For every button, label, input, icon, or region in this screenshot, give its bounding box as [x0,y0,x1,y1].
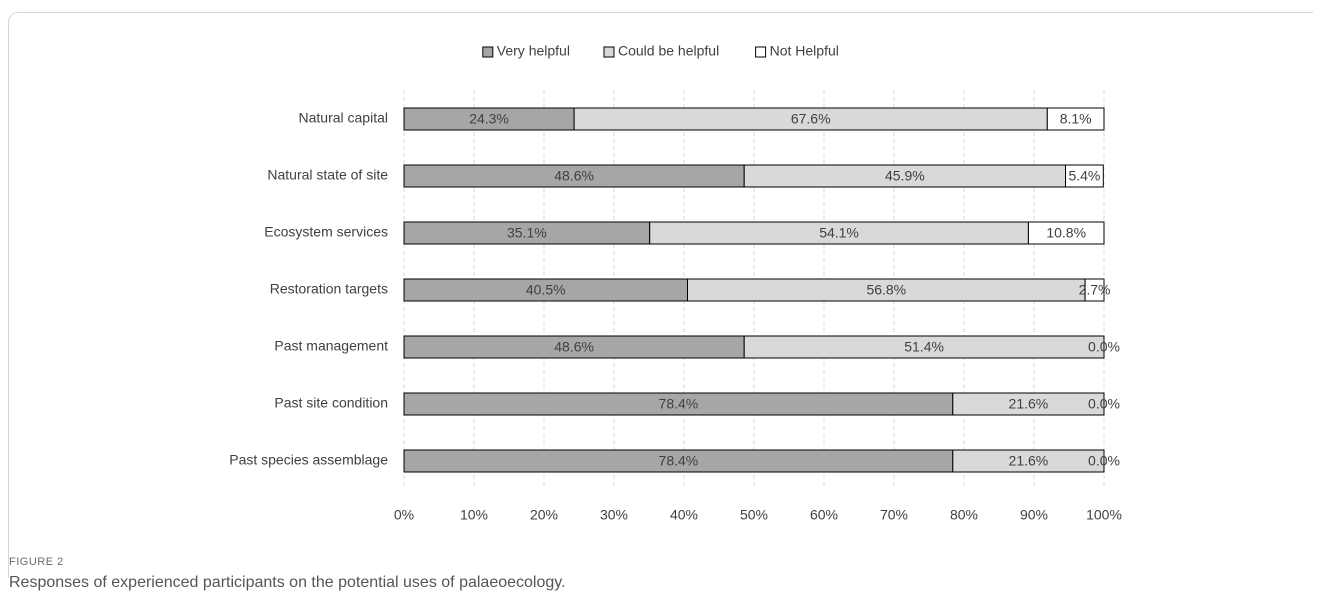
bar-segment [952,449,1105,473]
x-tick-label: 10% [460,507,488,523]
x-tick-label: 30% [600,507,628,523]
legend-swatch [603,46,615,58]
bar-segment [743,335,1105,359]
bar-segment [1046,107,1105,131]
legend-label: Not Helpful [770,43,839,59]
bar-data-label: 24.3% [469,111,509,127]
bar-data-label: 78.4% [659,396,699,412]
bar-data-label: 48.6% [554,339,594,355]
bar-data-label: 67.6% [791,111,831,127]
x-tick-label: 0% [394,507,414,523]
category-label: Restoration targets [270,281,388,297]
bar-data-label: 21.6% [1009,453,1049,469]
legend-label: Very helpful [497,43,570,59]
bar-segment [1084,278,1105,302]
x-axis-ticks: 0% 10% 20% 30% 40% 50% 60% 70% 80% 90% 100% [394,507,1122,523]
bar-data-label: 45.9% [885,168,925,184]
figure-frame [8,12,1313,578]
bar-data-label: 0.0% [1088,339,1120,355]
x-tick-label: 50% [740,507,768,523]
bar-data-label: 40.5% [526,282,566,298]
stacked-bar-chart: Very helpful Could be helpful Not Helpful … [229,43,1122,523]
figure-label: FIGURE 2 [9,556,64,568]
bar-data-label: 0.0% [1088,453,1120,469]
category-label: Past site condition [274,395,388,411]
x-tick-label: 20% [530,507,558,523]
bar-data-label: 56.8% [866,282,906,298]
bar-data-label: 5.4% [1068,168,1100,184]
legend-swatch [482,46,494,58]
chart-legend: Very helpful Could be helpful Not Helpful [482,43,839,59]
x-tick-label: 60% [810,507,838,523]
legend-label: Could be helpful [618,43,719,59]
bar-segment [952,392,1105,416]
bar-segment [1065,164,1104,188]
category-label: Natural capital [299,110,389,126]
bar-data-label: 48.6% [554,168,594,184]
category-labels: Natural capital Natural state of site Ecos… [229,110,388,468]
chart-bars: 24.3% 67.6% 8.1% 48.6% 45.9% 5.4% 35.1% 54.1% 10… [403,107,1120,473]
x-tick-label: 90% [1020,507,1048,523]
category-label: Ecosystem services [264,224,388,240]
x-tick-label: 40% [670,507,698,523]
bar-data-label: 78.4% [659,453,699,469]
bar-data-label: 51.4% [904,339,944,355]
bar-data-label: 21.6% [1009,396,1049,412]
figure-caption: Responses of experienced participants on… [9,574,566,591]
bar-data-label: 0.0% [1088,396,1120,412]
legend-swatch [755,46,767,58]
category-label: Past species assemblage [229,452,388,468]
bar-segment [1027,221,1105,245]
x-tick-label: 100% [1086,507,1122,523]
category-label: Past management [274,338,388,354]
bar-data-label: 2.7% [1079,282,1111,298]
bar-data-label: 35.1% [507,225,547,241]
x-tick-label: 70% [880,507,908,523]
x-tick-label: 80% [950,507,978,523]
bar-data-label: 8.1% [1060,111,1092,127]
bar-data-label: 10.8% [1046,225,1086,241]
category-label: Natural state of site [267,167,388,183]
bar-data-label: 54.1% [819,225,859,241]
